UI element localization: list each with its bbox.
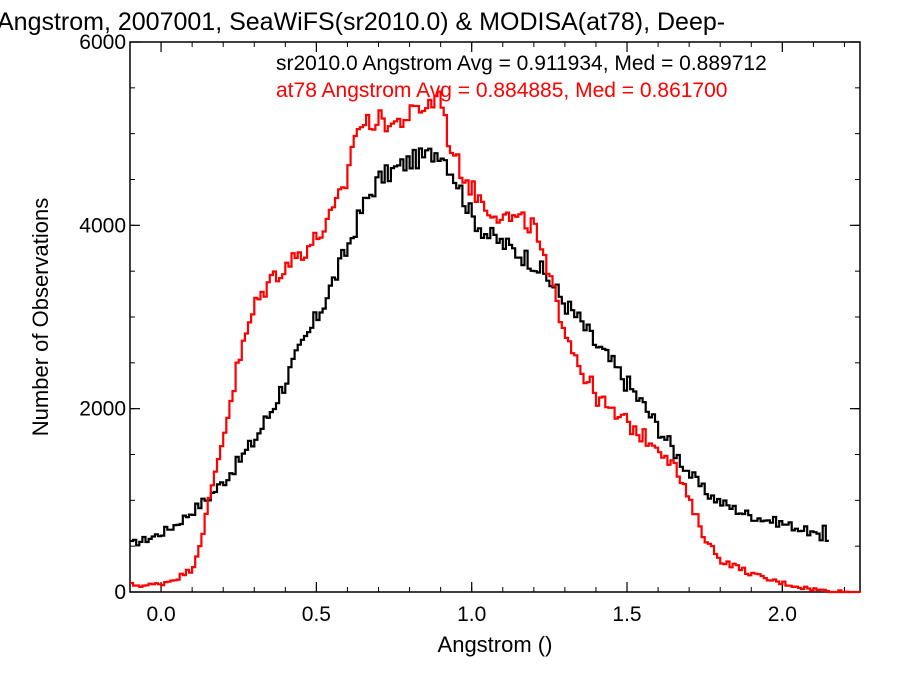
y-tick-label: 4000 xyxy=(79,214,126,237)
series-line-sr2010-0 xyxy=(130,147,829,547)
plot-frame xyxy=(129,41,861,593)
chart-title: Angstrom, 2007001, SeaWiFS(sr2010.0) & M… xyxy=(0,8,725,36)
x-tick-label: 2.0 xyxy=(768,603,797,626)
tick-labels: 0.0 0.5 1.0 1.5 2.0 0 2000 4000 6000 xyxy=(79,31,797,626)
axis-ticks xyxy=(129,41,860,593)
y-tick-label: 0 xyxy=(114,581,126,604)
x-tick-label: 1.5 xyxy=(612,603,641,626)
x-tick-label: 0.0 xyxy=(146,603,175,626)
series-group xyxy=(130,90,860,594)
x-axis-label: Angstrom () xyxy=(438,632,553,657)
y-tick-label: 2000 xyxy=(79,398,126,421)
x-tick-label: 0.5 xyxy=(302,603,331,626)
x-tick-label: 1.0 xyxy=(457,603,486,626)
series-label-sr2010: sr2010.0 Angstrom Avg = 0.911934, Med = … xyxy=(276,52,767,75)
series-line-at78 xyxy=(130,90,860,594)
series-label-at78: at78 Angstrom Avg = 0.884885, Med = 0.86… xyxy=(276,79,727,102)
y-axis-label: Number of Observations xyxy=(28,198,53,436)
y-tick-label: 6000 xyxy=(79,31,126,54)
